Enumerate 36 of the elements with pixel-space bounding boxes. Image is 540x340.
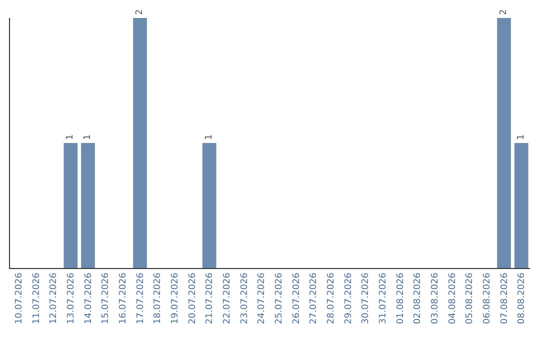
x-tick-label: 23.07.2026 <box>240 272 250 324</box>
x-tick-label: 06.08.2026 <box>482 272 493 324</box>
x-tick-label: 08.08.2026 <box>517 272 528 324</box>
x-tick-label: 16.07.2026 <box>118 272 129 324</box>
x-tick-label: 03.08.2026 <box>430 272 441 324</box>
x-tick-label: 13.07.2026 <box>66 272 77 324</box>
x-tick-label: 22.07.2026 <box>222 272 233 324</box>
data-label: 1 <box>83 134 93 140</box>
x-tick-label: 31.07.2026 <box>378 272 389 324</box>
data-label: 2 <box>499 9 509 15</box>
x-tick-label: 12.07.2026 <box>49 272 60 324</box>
x-tick-label: 10.07.2026 <box>14 272 25 324</box>
x-tick-label: 18.07.2026 <box>153 272 164 324</box>
x-tick-label: 07.08.2026 <box>500 272 510 324</box>
x-tick-label: 24.07.2026 <box>257 272 268 324</box>
x-tick-label: 19.07.2026 <box>170 272 181 324</box>
x-tick-label: 17.07.2026 <box>136 272 146 324</box>
x-tick-label: 02.08.2026 <box>413 272 424 324</box>
data-label: 1 <box>66 134 76 140</box>
x-tick-label: 05.08.2026 <box>465 272 476 324</box>
data-label: 1 <box>516 134 526 140</box>
x-tick-label: 21.07.2026 <box>205 272 216 324</box>
x-tick-label: 20.07.2026 <box>188 272 198 324</box>
x-tick-label: 30.07.2026 <box>361 272 372 324</box>
x-tick-label: 15.07.2026 <box>101 272 112 324</box>
x-tick-label: 29.07.2026 <box>344 272 354 324</box>
x-tick-label: 26.07.2026 <box>292 272 302 324</box>
data-label: 2 <box>135 9 145 15</box>
x-tick-label: 04.08.2026 <box>448 272 458 324</box>
x-tick-label: 28.07.2026 <box>326 272 337 324</box>
data-label: 1 <box>204 134 214 140</box>
x-tick-label: 27.07.2026 <box>309 272 320 324</box>
x-tick-label: 11.07.2026 <box>32 272 42 324</box>
x-tick-label: 25.07.2026 <box>274 272 285 324</box>
x-tick-label: 14.07.2026 <box>84 272 94 324</box>
x-tick-label: 01.08.2026 <box>396 272 406 324</box>
